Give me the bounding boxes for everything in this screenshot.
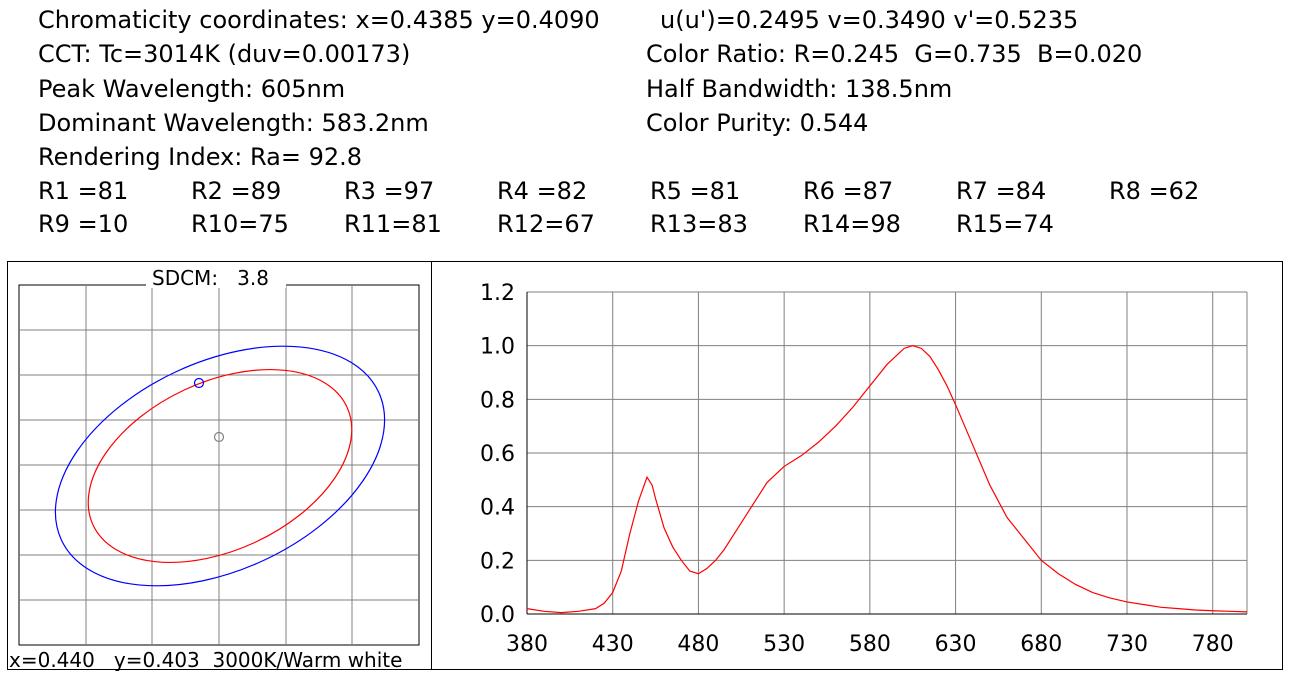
- ellipse-footer: x=0.440 y=0.403 3000K/Warm white: [9, 648, 402, 671]
- sdcm-ellipse-panel: SDCM: 3.8 x=0.440 y=0.403 3000K/Warm whi…: [7, 261, 432, 671]
- r-index: R8 =62: [1109, 177, 1200, 205]
- spectrum-curve: [526, 345, 1248, 614]
- cct-value: CCT: Tc=3014K (duv=0.00173): [38, 40, 411, 68]
- r-index: R14=98: [803, 210, 901, 238]
- ellipse-grid: [19, 285, 419, 645]
- chromaticity-coordinates: Chromaticity coordinates: x=0.4385 y=0.4…: [38, 6, 600, 34]
- r-index: R15=74: [956, 210, 1054, 238]
- x-tick-label: 480: [677, 632, 719, 657]
- y-tick-labels: 0.0 0.2 0.4 0.6 0.8 1.0 1.2: [480, 281, 515, 628]
- outer-ellipse: [54, 345, 386, 587]
- sdcm-label-bg: [146, 264, 286, 288]
- inner-ellipse: [87, 368, 353, 564]
- r-index: R11=81: [344, 210, 442, 238]
- color-purity: Color Purity: 0.544: [646, 109, 869, 137]
- y-tick-label: 0.2: [480, 549, 515, 574]
- x-tick-label: 580: [849, 632, 891, 657]
- rendering-index-ra: Rendering Index: Ra= 92.8: [38, 143, 362, 171]
- r-index: R1 =81: [38, 177, 129, 205]
- sdcm-label: SDCM: 3.8: [152, 266, 269, 290]
- x-tick-label: 380: [506, 632, 548, 657]
- x-tick-label: 530: [763, 632, 805, 657]
- x-tick-label: 680: [1020, 632, 1062, 657]
- peak-wavelength: Peak Wavelength: 605nm: [38, 75, 346, 103]
- y-tick-label: 1.0: [480, 335, 515, 360]
- spectrum-chart: 0.0 0.2 0.4 0.6 0.8 1.0 1.2 380 430 480 530 580 630…: [480, 281, 1248, 657]
- r-index: R9 =10: [38, 210, 129, 238]
- x-tick-label: 780: [1192, 632, 1234, 657]
- r-index: R7 =84: [956, 177, 1047, 205]
- r-index: R5 =81: [650, 177, 741, 205]
- x-tick-label: 430: [592, 632, 634, 657]
- y-tick-label: 1.2: [480, 281, 515, 306]
- dominant-wavelength: Dominant Wavelength: 583.2nm: [38, 109, 429, 137]
- r-index: R10=75: [191, 210, 289, 238]
- r-index: R3 =97: [344, 177, 435, 205]
- spectrum-panel: 0.0 0.2 0.4 0.6 0.8 1.0 1.2 380 430 480 530 580 630…: [431, 261, 1283, 670]
- x-tick-labels: 380 430 480 530 580 630 680 730 780: [506, 632, 1234, 657]
- y-tick-label: 0.8: [480, 388, 515, 413]
- measured-point: [193, 377, 205, 389]
- y-tick-label: 0.6: [480, 442, 515, 467]
- r-index: R6 =87: [803, 177, 894, 205]
- r-index: R4 =82: [497, 177, 588, 205]
- y-tick-label: 0.4: [480, 496, 515, 521]
- color-ratio: Color Ratio: R=0.245 G=0.735 B=0.020: [646, 40, 1143, 68]
- x-tick-label: 730: [1106, 632, 1148, 657]
- y-tick-label: 0.0: [480, 603, 515, 628]
- sdcm-ellipse-plot: SDCM: 3.8 x=0.440 y=0.403 3000K/Warm whi…: [9, 264, 420, 671]
- r-index: R13=83: [650, 210, 748, 238]
- uv-coordinates: u(u')=0.2495 v=0.3490 v'=0.5235: [660, 6, 1079, 34]
- r-index: R2 =89: [191, 177, 282, 205]
- spectrum-grid: [526, 291, 1248, 615]
- half-bandwidth: Half Bandwidth: 138.5nm: [646, 75, 953, 103]
- x-tick-label: 630: [935, 632, 977, 657]
- r-index: R12=67: [497, 210, 595, 238]
- reference-point: [213, 431, 225, 443]
